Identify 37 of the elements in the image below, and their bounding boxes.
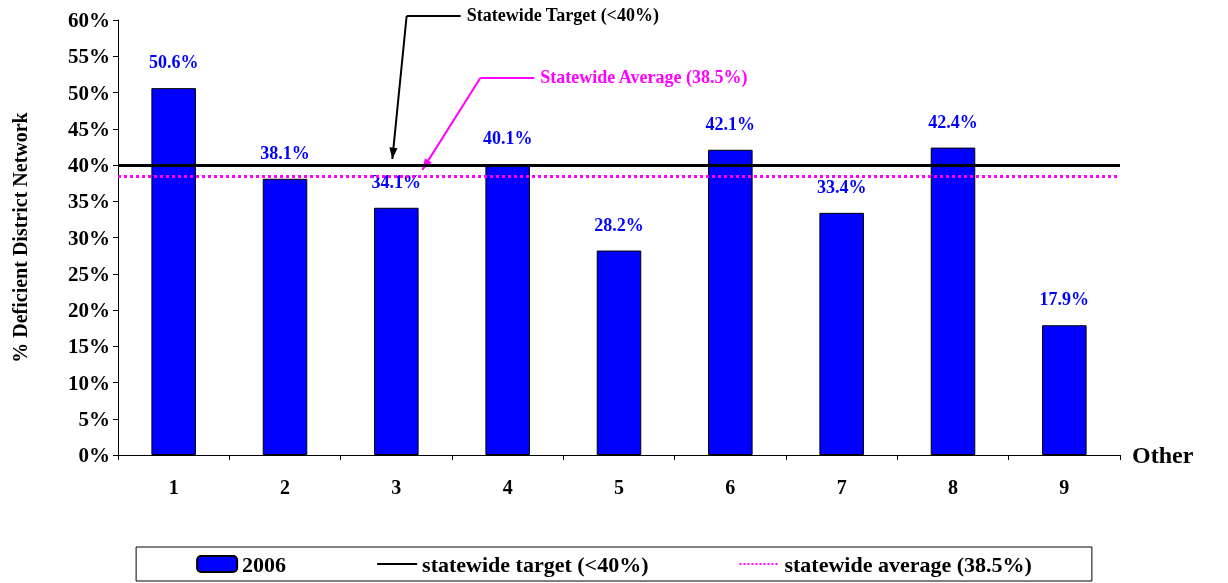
y-tick-label: 45% bbox=[68, 116, 110, 141]
y-tick-label: 5% bbox=[78, 406, 110, 431]
data-label: 40.1% bbox=[482, 128, 533, 149]
x-tick-label: 2 bbox=[280, 476, 290, 498]
legend-label: statewide average (38.5%) bbox=[784, 551, 1032, 577]
x-tick-label: 4 bbox=[502, 476, 513, 498]
x-tick-label: 5 bbox=[614, 476, 624, 498]
data-label: 33.4% bbox=[816, 176, 867, 197]
y-tick-label: 50% bbox=[68, 80, 110, 105]
data-label: 38.1% bbox=[260, 142, 310, 163]
x-tick-label: 3 bbox=[391, 476, 402, 498]
y-tick-label: 35% bbox=[68, 189, 110, 214]
x-tick-label: 6 bbox=[725, 476, 736, 498]
legend-label: statewide target (<40%) bbox=[422, 551, 649, 577]
y-tick-label: 40% bbox=[68, 153, 110, 177]
y-tick-label: 15% bbox=[68, 334, 110, 359]
data-label: 17.9% bbox=[1039, 289, 1090, 310]
data-label: 42.4% bbox=[928, 111, 978, 132]
annotation: Statewide Average (38.5%) bbox=[540, 67, 748, 88]
data-label: 42.1% bbox=[705, 113, 756, 134]
annotation: Statewide Target (<40%) bbox=[466, 5, 659, 26]
y-tick-label: 55% bbox=[68, 44, 110, 69]
y-tick-label: 0% bbox=[78, 443, 110, 467]
y-tick-label: 25% bbox=[68, 261, 110, 286]
y-tick-label: 10% bbox=[68, 370, 110, 395]
legend-label: 2006 bbox=[242, 551, 287, 577]
data-label: 28.2% bbox=[594, 214, 644, 235]
x-tick-label: 9 bbox=[1059, 476, 1070, 498]
x-tick-label: 8 bbox=[948, 476, 958, 498]
y-axis-title: % Deficient District Network bbox=[9, 111, 31, 363]
y-tick-label: 60% bbox=[68, 8, 110, 32]
y-tick-label: 20% bbox=[68, 298, 110, 322]
x-tick-label: 7 bbox=[836, 476, 847, 498]
data-label: 50.6% bbox=[148, 52, 199, 73]
y-tick-label: 30% bbox=[68, 225, 110, 250]
x-tick-label: 1 bbox=[168, 476, 179, 498]
x-axis-title: Other bbox=[1132, 442, 1194, 468]
